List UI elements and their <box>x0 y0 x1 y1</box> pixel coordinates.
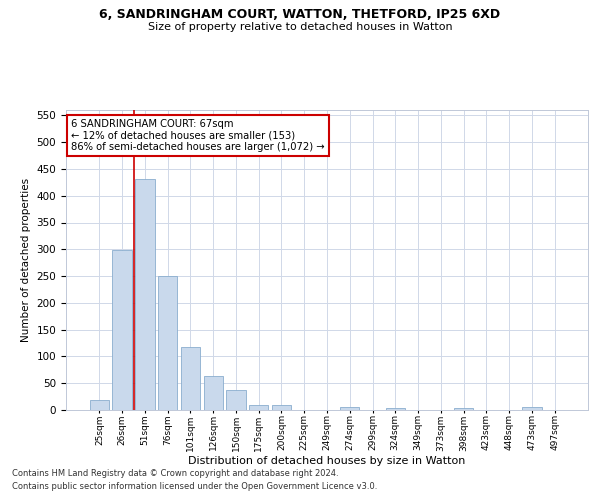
X-axis label: Distribution of detached houses by size in Watton: Distribution of detached houses by size … <box>188 456 466 466</box>
Text: 6, SANDRINGHAM COURT, WATTON, THETFORD, IP25 6XD: 6, SANDRINGHAM COURT, WATTON, THETFORD, … <box>100 8 500 20</box>
Bar <box>226 390 245 410</box>
Y-axis label: Number of detached properties: Number of detached properties <box>21 178 31 342</box>
Bar <box>249 404 268 410</box>
Bar <box>340 408 359 410</box>
Bar <box>386 408 405 410</box>
Text: Contains HM Land Registry data © Crown copyright and database right 2024.: Contains HM Land Registry data © Crown c… <box>12 468 338 477</box>
Bar <box>272 404 291 410</box>
Text: Size of property relative to detached houses in Watton: Size of property relative to detached ho… <box>148 22 452 32</box>
Bar <box>135 178 155 410</box>
Bar <box>454 408 473 410</box>
Bar <box>522 408 542 410</box>
Bar <box>203 376 223 410</box>
Text: 6 SANDRINGHAM COURT: 67sqm
← 12% of detached houses are smaller (153)
86% of sem: 6 SANDRINGHAM COURT: 67sqm ← 12% of deta… <box>71 119 325 152</box>
Bar <box>112 250 132 410</box>
Bar <box>158 276 178 410</box>
Bar <box>90 400 109 410</box>
Text: Contains public sector information licensed under the Open Government Licence v3: Contains public sector information licen… <box>12 482 377 491</box>
Bar <box>181 347 200 410</box>
